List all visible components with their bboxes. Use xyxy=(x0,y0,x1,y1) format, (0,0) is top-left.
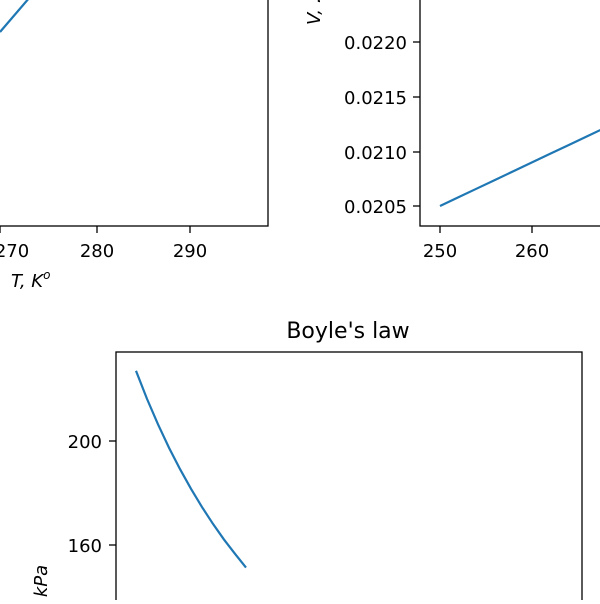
y-tick-label: 0.0205 xyxy=(344,197,407,218)
x-tick-label: 280 xyxy=(80,241,114,262)
y-tick-label: 0.0210 xyxy=(344,143,407,164)
axes-frame xyxy=(115,351,583,604)
chart-title: Boyle's law xyxy=(286,319,409,344)
y-axis-label: p, kPa xyxy=(31,565,52,600)
x-axis-label: T, Ko xyxy=(11,268,50,292)
y-tick-label: 0.0220 xyxy=(344,33,407,54)
y-tick-label: 200 xyxy=(68,432,102,453)
series-line xyxy=(134,370,247,569)
axes-frame xyxy=(419,0,600,227)
panel-temperature-volume-left: 270 280 290 T, Ko xyxy=(0,0,269,292)
y-tick-label: 0.0215 xyxy=(344,88,407,109)
panel-temperature-volume-right: 250 260 0.0205 0.0210 0.0215 0.0220 V, .… xyxy=(304,0,600,262)
y-axis-label: V, ... xyxy=(304,0,325,25)
series-line xyxy=(0,0,29,33)
x-tick-label: 250 xyxy=(423,241,457,262)
x-tick-label: 260 xyxy=(515,241,549,262)
panel-boyles-law: Boyle's law 160 200 p, kPa xyxy=(31,319,583,604)
series-line xyxy=(439,128,600,207)
y-tick-label: 160 xyxy=(68,536,102,557)
axes-frame xyxy=(0,0,269,227)
x-tick-label: 290 xyxy=(173,241,207,262)
x-tick-label: 270 xyxy=(0,241,29,262)
